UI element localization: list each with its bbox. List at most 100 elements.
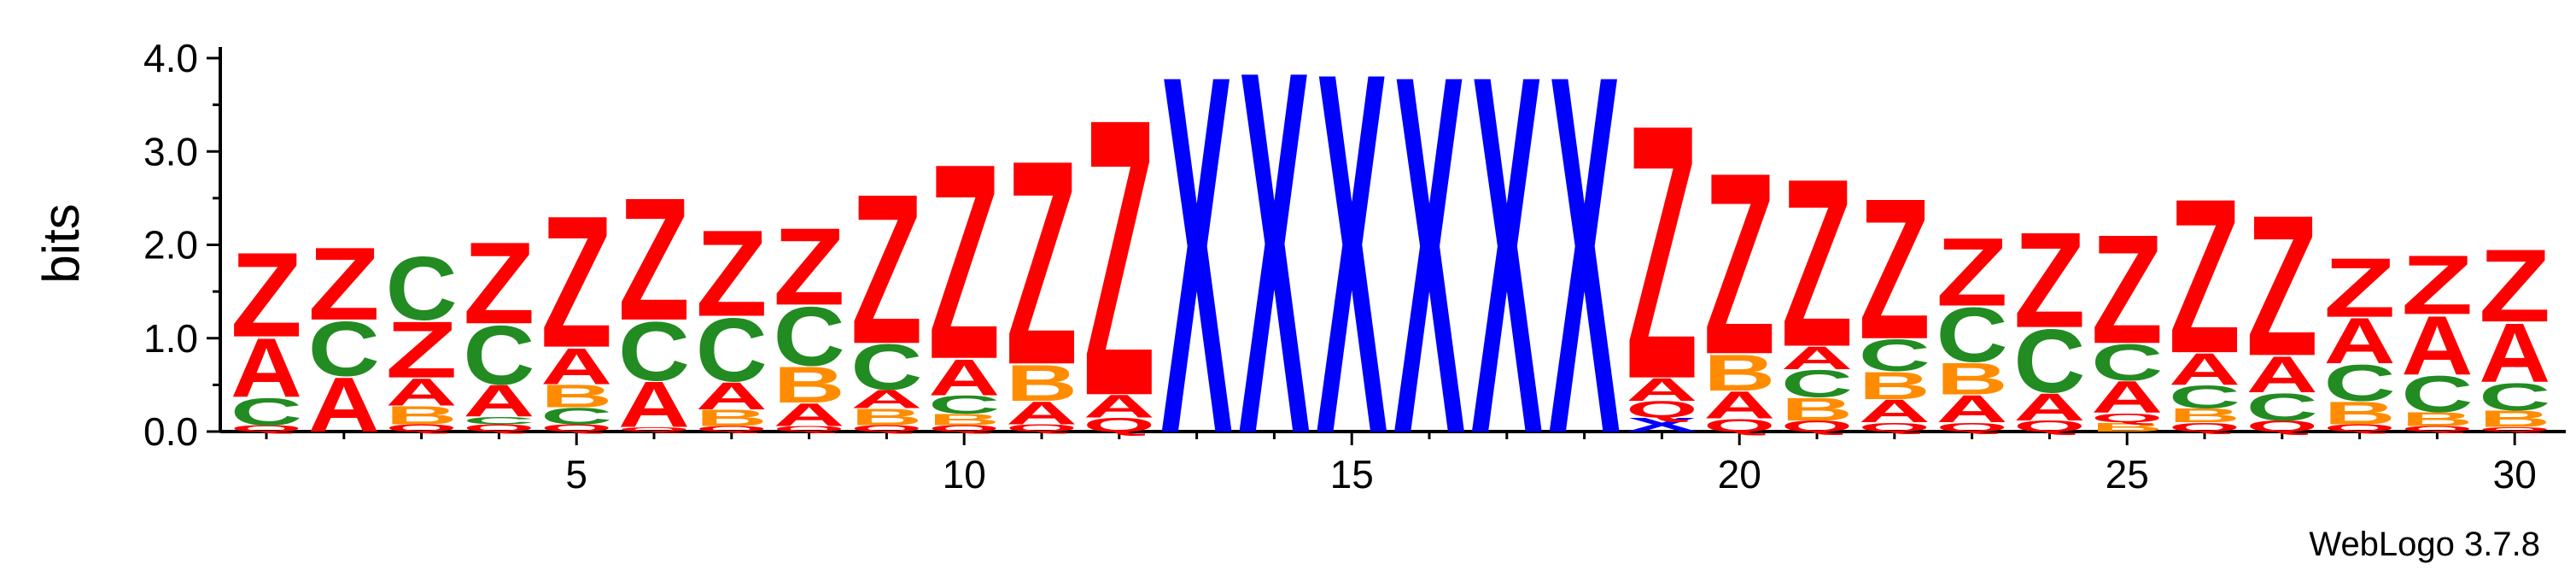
logo-glyph-c: C <box>1781 361 1853 405</box>
logo-glyph-z: Z <box>2479 229 2550 344</box>
logo-glyph-q: Q <box>386 422 458 434</box>
logo-glyph-z: Z <box>1626 49 1697 455</box>
logo-glyph-q: Q <box>2479 426 2550 432</box>
logo-glyph-c: C <box>2246 385 2318 429</box>
logo-stacks: QCAZACZQBAZCQCACZQCBAZQACZQBACZQABCZQBAC… <box>231 0 2550 542</box>
logo-glyph-a: A <box>2013 385 2085 429</box>
logo-glyph-z: Z <box>386 304 458 394</box>
logo-glyph-c: C <box>2013 310 2085 412</box>
logo-glyph-z: Z <box>308 226 380 342</box>
logo-glyph-q: Q <box>2324 422 2396 434</box>
logo-glyph-z: Z <box>1936 218 2008 326</box>
logo-glyph-x: X <box>1549 0 1621 540</box>
logo-glyph-z: Z <box>2246 173 2318 397</box>
logo-glyph-q: Q <box>2169 420 2240 434</box>
logo-glyph-z: Z <box>618 161 690 356</box>
logo-glyph-q: Q <box>774 425 845 433</box>
logo-glyph-z: Z <box>540 176 612 386</box>
logo-glyph-c: C <box>308 306 380 393</box>
logo-glyph-z: Z <box>231 227 302 362</box>
x-tick-label: 15 <box>1330 452 1374 497</box>
logo-glyph-a: A <box>2401 298 2473 393</box>
logo-glyph-a: A <box>928 348 1000 406</box>
y-axis: 0.0 1.0 2.0 3.0 4.0 <box>143 36 222 454</box>
logo-glyph-c: C <box>463 414 534 426</box>
logo-glyph-b: B <box>850 404 922 430</box>
logo-glyph-c: C <box>2169 379 2240 415</box>
logo-glyph-c: C <box>850 331 922 403</box>
logo-glyph-a: A <box>850 385 922 414</box>
x-tick-label: 30 <box>2493 452 2537 497</box>
logo-glyph-c: C <box>2324 354 2396 412</box>
logo-glyph-z: Z <box>850 149 922 388</box>
logo-glyph-q: Q <box>1781 418 1853 435</box>
logo-glyph-b: B <box>1703 344 1775 402</box>
logo-glyph-c: C <box>540 403 612 429</box>
logo-glyph-q: Q <box>618 426 690 432</box>
logo-glyph-q: Q <box>850 424 922 434</box>
logo-glyph-z: Z <box>928 106 1000 418</box>
logo-glyph-a: A <box>2324 304 2396 377</box>
logo-glyph-b: B <box>928 411 1000 428</box>
logo-glyph-x: X <box>1393 0 1466 540</box>
logo-glyph-b: B <box>1936 354 2008 404</box>
x-tick-label: 20 <box>1718 452 1761 497</box>
y-tick-label: 1.0 <box>143 316 198 361</box>
x-tick-label: 25 <box>2106 452 2149 497</box>
logo-glyph-a: A <box>2479 305 2550 400</box>
logo-glyph-z: Z <box>2013 203 2085 356</box>
logo-glyph-x: X <box>1471 0 1544 540</box>
logo-glyph-a: A <box>1084 389 1155 425</box>
logo-glyph-z: Z <box>2169 153 2240 399</box>
logo-glyph-q: Q <box>463 422 534 434</box>
logo-glyph-q: Q <box>540 422 612 434</box>
logo-glyph-a: A <box>774 397 845 433</box>
logo-glyph-q: Q <box>1936 420 2008 434</box>
logo-glyph-a: A <box>2091 373 2163 423</box>
logo-glyph-b: B <box>386 401 458 430</box>
logo-glyph-q: Q <box>1703 415 1775 435</box>
logo-glyph-b: B <box>2401 408 2473 431</box>
logo-glyph-a: A <box>463 376 534 426</box>
logo-glyph-b: B <box>1781 391 1853 427</box>
logo-glyph-z: Z <box>774 205 845 328</box>
logo-glyph-z: Z <box>2324 241 2396 335</box>
logo-glyph-a: A <box>2246 345 2318 403</box>
logo-glyph-a: A <box>1859 393 1931 429</box>
logo-glyph-c: C <box>2401 365 2473 423</box>
logo-glyph-c: C <box>231 390 302 433</box>
logo-glyph-x: X <box>1316 0 1388 542</box>
logo-glyph-c: C <box>1859 330 1931 380</box>
logo-glyph-z: Z <box>463 219 534 349</box>
logo-glyph-q: Q <box>2246 418 2318 435</box>
logo-glyph-b: B <box>696 405 768 431</box>
logo-glyph-a: A <box>308 361 380 449</box>
logo-glyph-b: B <box>540 379 612 414</box>
logo-glyph-a: A <box>1626 372 1697 408</box>
logo-glyph-x: X <box>1626 414 1697 436</box>
weblogo-credit: WebLogo 3.7.8 <box>2309 526 2540 563</box>
logo-glyph-b: B <box>2479 406 2550 432</box>
logo-glyph-c: C <box>774 289 845 384</box>
logo-glyph-b: B <box>2169 404 2240 426</box>
logo-glyph-q: Q <box>1084 414 1155 436</box>
y-tick-label: 4.0 <box>143 36 198 80</box>
logo-glyph-x: X <box>1238 0 1311 542</box>
x-tick-label: 5 <box>565 452 587 497</box>
y-tick-label: 2.0 <box>143 223 198 267</box>
logo-glyph-x: X <box>1161 0 1234 540</box>
logo-glyph-c: C <box>696 299 768 401</box>
y-axis-title: bits <box>32 203 90 283</box>
logo-glyph-b: B <box>774 356 845 414</box>
logo-glyph-a: A <box>540 337 612 395</box>
logo-glyph-z: Z <box>1703 119 1775 408</box>
logo-glyph-b: B <box>1006 354 1078 412</box>
logo-glyph-a: A <box>1703 383 1775 426</box>
logo-glyph-q: Q <box>1006 422 1078 434</box>
x-tick-label: 10 <box>943 452 986 497</box>
y-tick-label: 3.0 <box>143 129 198 173</box>
logo-glyph-b: B <box>2091 420 2163 434</box>
logo-glyph-a: A <box>696 374 768 418</box>
logo-glyph-c: C <box>1936 291 2008 379</box>
